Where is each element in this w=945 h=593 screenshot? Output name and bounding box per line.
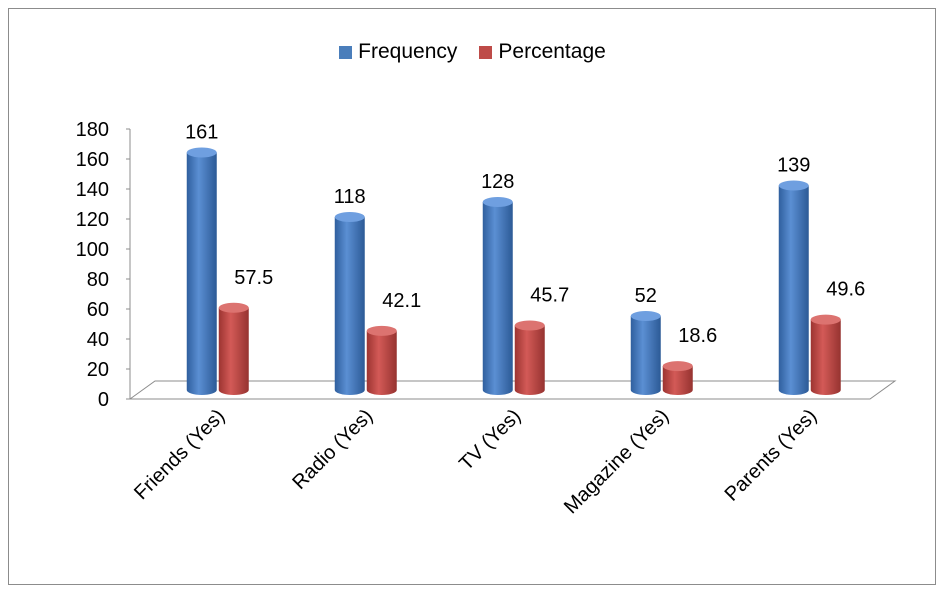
data-label-frequency: 139 (777, 155, 810, 177)
x-tick-label: Radio (Yes) (288, 405, 377, 494)
y-tick-label: 120 (76, 209, 109, 231)
data-label-frequency: 52 (635, 285, 657, 307)
bar-percentage (514, 320, 545, 395)
bar-frequency (778, 180, 809, 395)
bar-percentage-body (366, 330, 397, 395)
bar-frequency-body (630, 316, 661, 395)
bar-percentage-body (662, 366, 693, 395)
y-tick-label: 80 (87, 269, 109, 291)
data-label-percentage: 57.5 (234, 267, 273, 289)
y-tick-label: 40 (87, 329, 109, 351)
y-tick-label: 100 (76, 239, 109, 261)
bar-percentage-top (810, 314, 841, 325)
y-tick-label: 160 (76, 149, 109, 171)
y-tick-label: 0 (98, 389, 109, 411)
bar-percentage (366, 325, 397, 395)
bar-percentage (662, 361, 693, 395)
legend-swatch-frequency (339, 45, 353, 59)
bar-frequency-top (778, 180, 809, 191)
bars-layer (186, 147, 841, 395)
bar-frequency-body (186, 152, 217, 395)
bar-percentage-body (218, 307, 249, 395)
bar-frequency-body (334, 217, 365, 395)
x-tick-label: Magazine (Yes) (560, 405, 673, 518)
bar-frequency (186, 147, 217, 395)
bar-frequency-top (482, 197, 513, 207)
legend-label-frequency: Frequency (358, 40, 458, 63)
data-label-percentage: 49.6 (826, 279, 865, 301)
bar-percentage-body (514, 325, 545, 395)
x-tick-label: Friends (Yes) (130, 405, 229, 504)
bar-percentage (810, 314, 841, 395)
x-tick-label: TV (Yes) (455, 405, 525, 475)
bar-percentage-top (218, 302, 249, 313)
bar-frequency-top (186, 147, 217, 158)
data-label-percentage: 18.6 (678, 325, 717, 347)
data-label-percentage: 45.7 (530, 284, 569, 306)
data-label-frequency: 161 (185, 122, 218, 144)
legend: Frequency Percentage (0, 40, 945, 64)
data-label-frequency: 128 (481, 171, 514, 193)
bar-frequency (334, 212, 365, 395)
bar-percentage-top (514, 320, 545, 331)
bar-frequency-body (482, 202, 513, 395)
data-label-percentage: 42.1 (382, 290, 421, 312)
bar-percentage (218, 302, 249, 395)
y-tick-label: 140 (76, 179, 109, 201)
y-tick-label: 20 (87, 359, 109, 381)
bar-percentage-top (662, 361, 693, 372)
legend-label-percentage: Percentage (498, 40, 606, 63)
bar-frequency-top (630, 311, 661, 321)
bar-frequency (630, 311, 661, 395)
bar-percentage-top (366, 325, 397, 336)
y-tick-label: 180 (76, 119, 109, 141)
bar-frequency-body (778, 185, 809, 395)
legend-item-percentage: Percentage (479, 40, 606, 64)
x-tick-label: Parents (Yes) (721, 405, 822, 506)
bar-percentage-body (810, 319, 841, 395)
bar-frequency-top (334, 212, 365, 222)
bar-frequency (482, 197, 513, 395)
legend-swatch-percentage (479, 45, 493, 59)
y-tick-label: 60 (87, 299, 109, 321)
legend-item-frequency: Frequency (339, 40, 457, 64)
data-label-frequency: 118 (334, 186, 366, 208)
